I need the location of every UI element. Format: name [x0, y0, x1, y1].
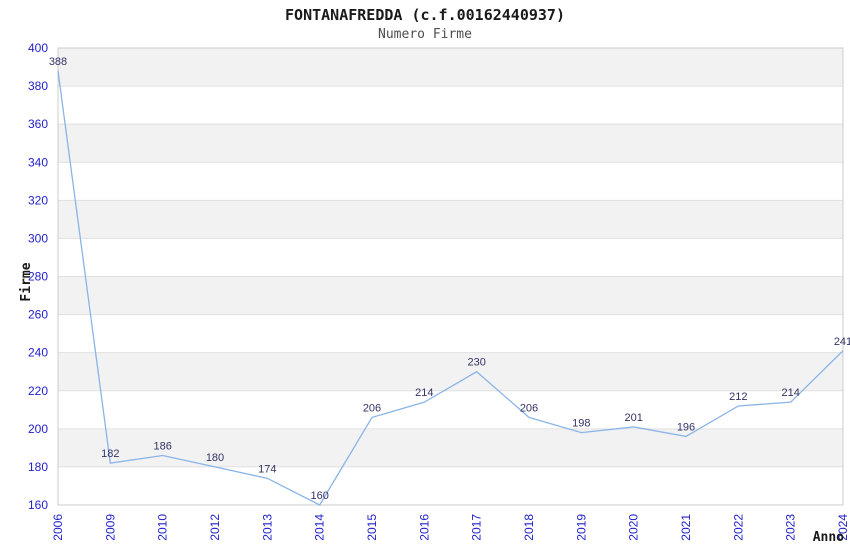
- x-tick-label: 2013: [260, 514, 274, 541]
- y-tick-label: 340: [28, 155, 48, 169]
- point-label: 206: [363, 402, 381, 414]
- x-tick-label: 2012: [208, 514, 222, 541]
- x-tick-label: 2006: [51, 514, 65, 541]
- y-tick-label: 300: [28, 231, 48, 245]
- point-label: 182: [101, 448, 119, 460]
- point-label: 196: [677, 421, 695, 433]
- x-tick-label: 2009: [103, 514, 117, 541]
- point-label: 198: [572, 418, 590, 430]
- y-tick-label: 200: [28, 422, 48, 436]
- x-tick-label: 2023: [784, 514, 798, 541]
- y-tick-label: 360: [28, 117, 48, 131]
- x-axis-title: Anno: [813, 530, 844, 545]
- plot-band: [58, 124, 843, 163]
- y-tick-label: 380: [28, 79, 48, 93]
- point-label: 201: [624, 412, 642, 424]
- x-tick-label: 2016: [417, 514, 431, 541]
- point-label: 212: [729, 391, 747, 403]
- data-line: [57, 70, 844, 506]
- point-label: 388: [49, 56, 67, 68]
- y-tick-label: 320: [28, 193, 48, 207]
- x-tick-label: 2020: [627, 514, 641, 541]
- plot-border: [57, 47, 844, 506]
- y-tick-label: 400: [28, 41, 48, 55]
- plot-band: [58, 352, 843, 391]
- x-tick-label: 2017: [470, 514, 484, 541]
- y-tick-label: 220: [28, 384, 48, 398]
- chart-subtitle: Numero Firme: [378, 27, 472, 42]
- point-label: 214: [781, 387, 799, 399]
- plot-band: [58, 276, 843, 315]
- x-tick-label: 2022: [731, 514, 745, 541]
- point-label: 180: [206, 452, 224, 464]
- point-label: 230: [467, 357, 485, 369]
- y-tick-label: 180: [28, 460, 48, 474]
- chart-title: FONTANAFREDDA (c.f.00162440937): [285, 6, 565, 24]
- point-label: 214: [415, 387, 433, 399]
- x-tick-label: 2021: [679, 514, 693, 541]
- y-tick-label: 240: [28, 346, 48, 360]
- plot-band: [58, 428, 843, 467]
- x-tick-label: 2014: [313, 514, 327, 541]
- y-tick-label: 260: [28, 308, 48, 322]
- y-tick-label: 280: [28, 270, 48, 284]
- plot-area: 160 180 200 220 240 260 280 300 320 340 360 380 400 2…: [28, 41, 850, 541]
- x-tick-label: 2010: [156, 514, 170, 541]
- x-tick-label: 2019: [574, 514, 588, 541]
- point-label: 206: [520, 402, 538, 414]
- y-tick-label: 160: [28, 498, 48, 512]
- x-tick-label: 2024: [836, 514, 850, 541]
- point-label: 186: [153, 440, 171, 452]
- x-tick-label: 2018: [522, 514, 536, 541]
- x-tick-label: 2015: [365, 514, 379, 541]
- plot-band: [58, 200, 843, 239]
- point-label: 174: [258, 463, 276, 475]
- plot-band: [58, 48, 843, 87]
- point-label: 160: [310, 490, 328, 502]
- point-label: 241: [834, 336, 850, 348]
- y-axis-title: Firme: [19, 262, 34, 301]
